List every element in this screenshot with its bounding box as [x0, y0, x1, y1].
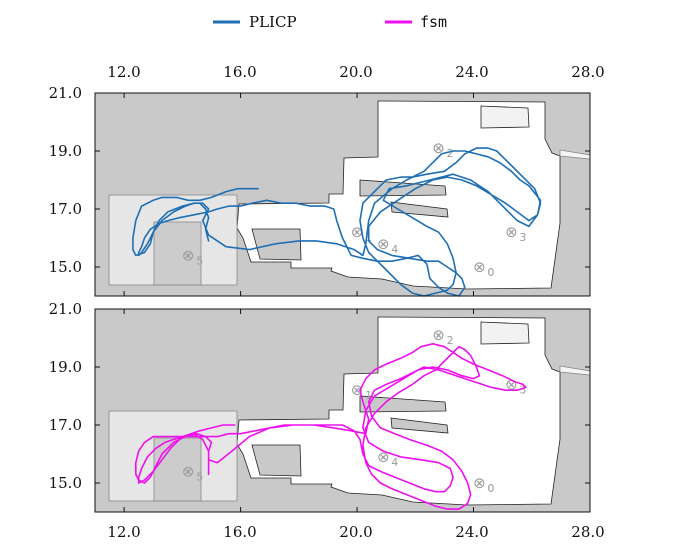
waypoint-marker-4: ⊗: [377, 235, 390, 253]
waypoint-marker-5: ⊗: [182, 246, 195, 264]
waypoint-marker-label-4: 4: [391, 243, 398, 256]
waypoint-marker-2: ⊗: [432, 326, 445, 344]
legend: PLICP fsm: [213, 13, 447, 31]
panel-frame: [94, 308, 591, 513]
panel-frame: [94, 92, 591, 297]
waypoint-marker-label-5: 5: [196, 470, 203, 483]
legend-label-plicp: PLICP: [249, 13, 297, 31]
y-tick-label-top: 17.0: [49, 200, 82, 218]
waypoint-marker-2: ⊗: [432, 139, 445, 157]
region-box-small: [153, 221, 202, 286]
waypoint-marker-label-5: 5: [196, 254, 203, 267]
y-tick-label-top: 21.0: [49, 84, 82, 102]
waypoint-marker-label-2: 2: [447, 147, 454, 160]
y-tick-label-top: 15.0: [49, 258, 82, 276]
waypoint-marker-label-3: 3: [519, 383, 526, 396]
series-line-fsm: [135, 342, 527, 510]
y-tick-label-bottom: 19.0: [49, 358, 82, 376]
waypoint-marker-label-2: 2: [447, 334, 454, 347]
panel-top: ⊗ 0⊗ 1⊗ 2⊗ 3⊗ 4⊗ 5: [94, 92, 591, 297]
y-tick-label-bottom: 15.0: [49, 474, 82, 492]
x-tick-label-bottom: 28.0: [571, 523, 604, 541]
x-tick-label-top: 16.0: [223, 63, 256, 81]
waypoint-marker-label-0: 0: [487, 266, 494, 279]
series-bottom: [135, 342, 527, 510]
waypoint-marker-0: ⊗: [473, 474, 486, 492]
x-tick-label-top: 12.0: [107, 63, 140, 81]
waypoint-marker-0: ⊗: [473, 258, 486, 276]
markers-top: ⊗ 0⊗ 1⊗ 2⊗ 3⊗ 4⊗ 5: [182, 139, 526, 279]
waypoint-marker-label-0: 0: [487, 482, 494, 495]
panel-bottom: ⊗ 0⊗ 1⊗ 2⊗ 3⊗ 4⊗ 5: [94, 308, 591, 513]
waypoint-marker-label-4: 4: [391, 456, 398, 469]
series-line-plicp: [132, 147, 542, 297]
legend-label-fsm: fsm: [420, 13, 447, 31]
x-tick-labels-bottom: 12.0 16.0 20.0 24.0 28.0: [107, 523, 604, 541]
y-tick-label-top: 19.0: [49, 142, 82, 160]
series-top: [132, 147, 542, 297]
region-box-small: [153, 437, 202, 502]
x-tick-label-bottom: 16.0: [223, 523, 256, 541]
y-tick-labels-top: 21.0 19.0 17.0 15.0: [49, 84, 82, 276]
waypoint-marker-1: ⊗: [351, 381, 364, 399]
x-tick-label-top: 28.0: [571, 63, 604, 81]
x-tick-label-top: 20.0: [339, 63, 372, 81]
waypoint-marker-label-3: 3: [519, 231, 526, 244]
x-tick-label-bottom: 20.0: [339, 523, 372, 541]
y-tick-labels-bottom: 21.0 19.0 17.0 15.0: [49, 300, 82, 492]
x-tick-label-top: 24.0: [455, 63, 488, 81]
y-tick-label-bottom: 17.0: [49, 416, 82, 434]
x-tick-label-bottom: 12.0: [107, 523, 140, 541]
waypoint-marker-3: ⊗: [505, 223, 518, 241]
x-tick-labels-top: 12.0 16.0 20.0 24.0 28.0: [107, 63, 604, 81]
occupancy-free-space: [236, 316, 591, 506]
y-tick-label-bottom: 21.0: [49, 300, 82, 318]
tick-marks: [95, 92, 591, 512]
x-tick-label-bottom: 24.0: [455, 523, 488, 541]
waypoint-marker-5: ⊗: [182, 462, 195, 480]
waypoint-marker-1: ⊗: [351, 223, 364, 241]
waypoint-marker-label-1: 1: [365, 389, 372, 402]
waypoint-marker-3: ⊗: [505, 375, 518, 393]
